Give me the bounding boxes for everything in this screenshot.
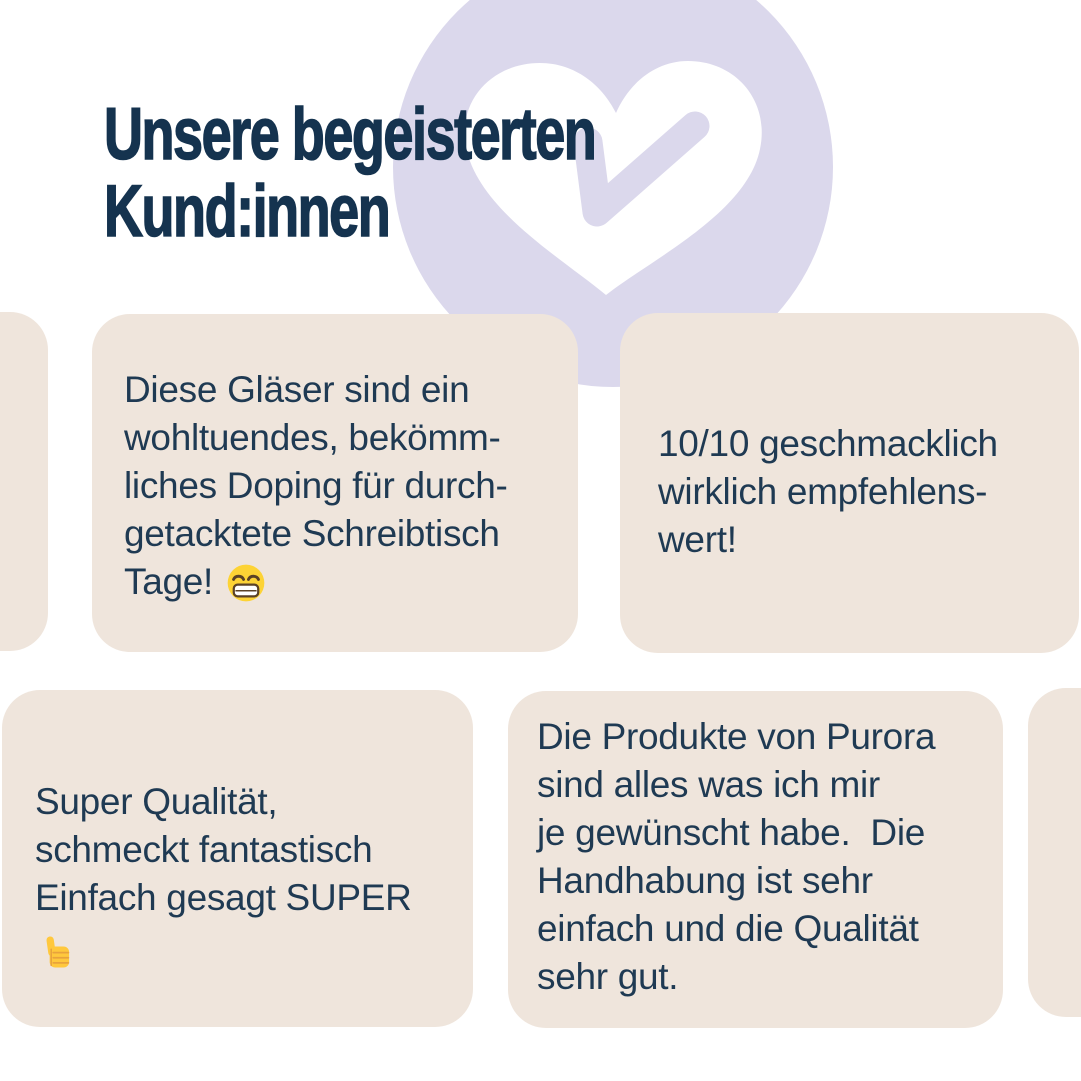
page-title: Unsere begeisterten Kund:innen <box>103 94 597 252</box>
page-title-line1: Unsere begeisterten <box>103 94 597 175</box>
quote-line: Tage! <box>124 558 578 606</box>
testimonial-card-qualitaet: Super Qualität, schmeckt fantastisch Einfa… <box>2 690 473 1027</box>
quote-line: Handhabung ist sehr <box>537 860 873 901</box>
quote-line: Diese Gläser sind ein <box>124 369 470 410</box>
quote-text: Diese Gläser sind ein wohltuendes, bekömm… <box>92 314 578 606</box>
quote-line: je gewünscht habe. Die <box>537 812 926 853</box>
beaming-face-emoji-icon <box>223 558 266 606</box>
quote-line: schmeckt fantastisch <box>35 829 373 870</box>
quote-line: 10/10 geschmacklich <box>658 423 998 464</box>
quote-line: sind alles was ich mir <box>537 764 880 805</box>
testimonial-card-produkte: Die Produkte von Purora sind alles was ic… <box>508 691 1003 1028</box>
page-title-line2: Kund:innen <box>103 171 391 252</box>
quote-line: wirklich empfehlens- <box>658 471 988 512</box>
quote-line: getacktete Schreibtisch <box>124 513 500 554</box>
testimonial-card-partial-right <box>1028 688 1081 1017</box>
quote-line: wert! <box>658 519 737 560</box>
quote-line: Einfach gesagt SUPER <box>35 877 412 918</box>
heart-check-icon <box>464 61 762 295</box>
testimonial-card-partial-left <box>0 312 48 651</box>
thumbs-up-emoji-icon <box>35 932 75 984</box>
quote-line <box>35 922 473 984</box>
quote-line: Super Qualität, <box>35 781 278 822</box>
quote-line: einfach und die Qualität <box>537 908 919 949</box>
quote-line: wohltuendes, bekömm- <box>124 417 501 458</box>
check-mark <box>573 111 710 227</box>
quote-line: sehr gut. <box>537 956 679 997</box>
quote-text: Super Qualität, schmeckt fantastisch Einfa… <box>2 690 473 984</box>
quote-line: liches Doping für durch- <box>124 465 508 506</box>
quote-text: Die Produkte von Purora sind alles was ic… <box>508 691 1003 1001</box>
testimonial-card-geschmacklich: 10/10 geschmacklich wirklich empfehlens-w… <box>620 313 1079 653</box>
quote-line: Die Produkte von Purora <box>537 716 936 757</box>
testimonial-card-glaeser: Diese Gläser sind ein wohltuendes, bekömm… <box>92 314 578 652</box>
quote-text: 10/10 geschmacklich wirklich empfehlens-w… <box>620 313 1079 564</box>
